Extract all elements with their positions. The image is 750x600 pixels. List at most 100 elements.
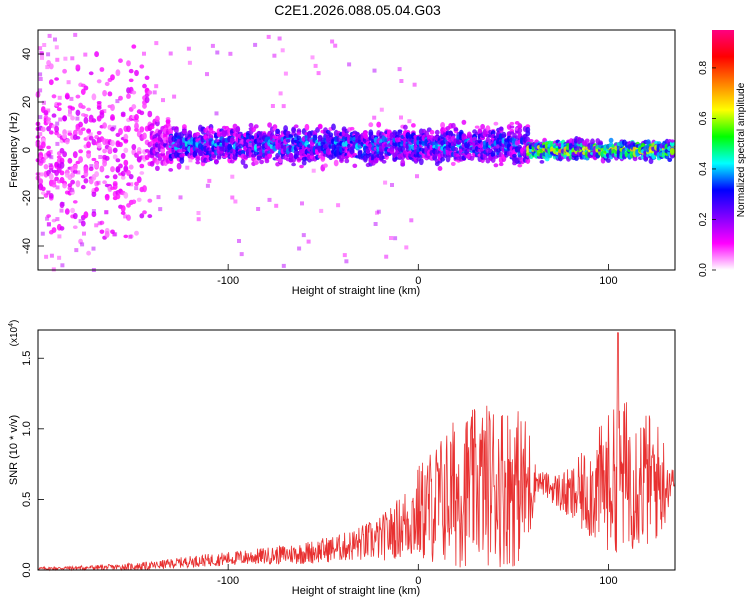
- spectrogram-cell: [344, 158, 350, 164]
- spectrogram-cell: [131, 143, 137, 151]
- spectrogram-cell: [70, 172, 75, 178]
- spectrogram-cell: [38, 77, 43, 81]
- spectrogram-cell: [270, 104, 275, 108]
- spectrogram-cell: [155, 158, 160, 165]
- spectrogram-cell: [590, 138, 595, 145]
- spectrogram-cell: [38, 88, 43, 93]
- spectrogram-cell: [147, 90, 153, 95]
- spectrogram-cell: [118, 141, 123, 148]
- spectrogram-cell: [83, 85, 89, 91]
- spectrogram-cell: [211, 153, 217, 159]
- spectrogram-cell: [179, 157, 185, 164]
- spectrogram-cell: [155, 115, 160, 123]
- spectrogram-cell: [73, 32, 78, 37]
- spectrogram-cell: [648, 158, 654, 165]
- spectrogram-cell: [195, 155, 201, 159]
- spectrogram-cell: [253, 158, 259, 166]
- spectrogram-cell: [139, 64, 145, 69]
- snr-y-tick-label: 1.0: [21, 421, 33, 436]
- spectrogram-cell: [352, 163, 358, 168]
- spectrogram-cell: [237, 239, 241, 243]
- spectrogram-cell: [99, 67, 105, 72]
- spectrogram-cell: [210, 43, 215, 48]
- spectrogram-cell: [102, 89, 107, 97]
- spectrogram-cell: [96, 180, 101, 185]
- spectrogram-cell: [400, 159, 406, 167]
- spectrogram-cell: [243, 163, 249, 169]
- spectrogram-cell: [134, 186, 139, 191]
- spectrogram-cell: [110, 139, 115, 147]
- spectrogram-cell: [68, 109, 72, 114]
- spectrogram-cell: [55, 217, 60, 222]
- spectrogram-cell: [74, 248, 79, 253]
- spectrogram-cell: [78, 219, 83, 224]
- spectrogram-cell: [123, 234, 129, 239]
- spectrogram-cell: [235, 126, 241, 133]
- spectrogram-cell: [240, 158, 246, 166]
- spectrogram-cell: [144, 96, 150, 104]
- spectrogram-cell: [91, 157, 97, 162]
- spectrogram-cell: [75, 180, 81, 188]
- spectrogram-cell: [450, 161, 456, 166]
- spectrogram-cell: [88, 135, 94, 141]
- spectrogram-cell: [94, 187, 99, 192]
- spectrogram-cell: [120, 113, 126, 118]
- spectrogram-cell: [147, 198, 153, 203]
- spectrogram-cell: [330, 39, 335, 44]
- spectrogram-cell: [78, 156, 83, 163]
- spectrogram-cell: [48, 173, 54, 181]
- spectrogram-cell: [123, 214, 128, 219]
- spectrogram-cell: [104, 81, 110, 87]
- spectrogram-cell: [168, 168, 174, 172]
- spectrogram-cell: [517, 127, 523, 134]
- spectrogram-cell: [311, 168, 316, 173]
- spectrogram-cell: [94, 161, 99, 169]
- spectrogram-cell: [51, 227, 57, 233]
- spectrogram-cell: [256, 207, 261, 211]
- snr-y-multiplier: (x104): [8, 320, 20, 347]
- spectrogram-cell: [450, 122, 456, 129]
- spectrogram-cell: [123, 165, 129, 172]
- spectrogram-cell: [182, 129, 187, 135]
- spectrogram-cell: [253, 124, 259, 129]
- spectrogram-cell: [123, 133, 129, 141]
- spectrogram-cell: [142, 132, 147, 140]
- spectrogram-cell: [490, 150, 496, 157]
- spectrogram-cell: [195, 160, 201, 165]
- spectrogram-cell: [453, 127, 459, 132]
- spectrogram-cell: [112, 183, 118, 190]
- spectrogram-cell: [301, 233, 306, 238]
- spectrogram-cell: [215, 50, 220, 55]
- spectrogram-cell: [267, 122, 272, 128]
- spectrogram-cell: [156, 195, 161, 200]
- spectrogram-cell: [66, 80, 71, 85]
- spectrogram-cell: [49, 155, 54, 160]
- spectrogram-cell: [230, 195, 235, 200]
- spectrogram-cell: [277, 36, 282, 41]
- spectrogram-cell: [306, 239, 311, 244]
- spectrogram-cell: [78, 130, 83, 136]
- spectrogram-cell: [102, 180, 107, 185]
- spectrogram-cell: [412, 82, 417, 87]
- spectrogram-cell: [160, 148, 166, 154]
- colorbar: 0.0 0.2 0.4 0.6 0.8 Normalized spectral ampl…: [698, 30, 747, 277]
- spectrogram-cells: [35, 32, 675, 272]
- snr-series-line: [37, 332, 676, 572]
- spectrogram-cell: [347, 62, 352, 67]
- spectrogram-cell: [46, 190, 51, 195]
- spectrogram-cell: [70, 56, 75, 61]
- spectrogram-cell: [188, 158, 193, 163]
- spectrogram-cell: [480, 123, 485, 130]
- spectrogram-cell: [574, 155, 579, 161]
- spectrogram-cell: [57, 234, 62, 239]
- spectrogram-cell: [155, 165, 160, 171]
- spectrogram-cell: [266, 34, 271, 39]
- spectrogram-cell: [399, 79, 404, 83]
- spectrogram-cell: [54, 45, 59, 50]
- spectrogram-cell: [160, 152, 166, 157]
- spectrogram-cell: [172, 94, 177, 99]
- spectrogram-cell: [131, 44, 137, 49]
- spectrogram-cell: [379, 107, 384, 112]
- spectrogram-cell: [46, 52, 51, 57]
- spectrogram-cell: [39, 172, 44, 177]
